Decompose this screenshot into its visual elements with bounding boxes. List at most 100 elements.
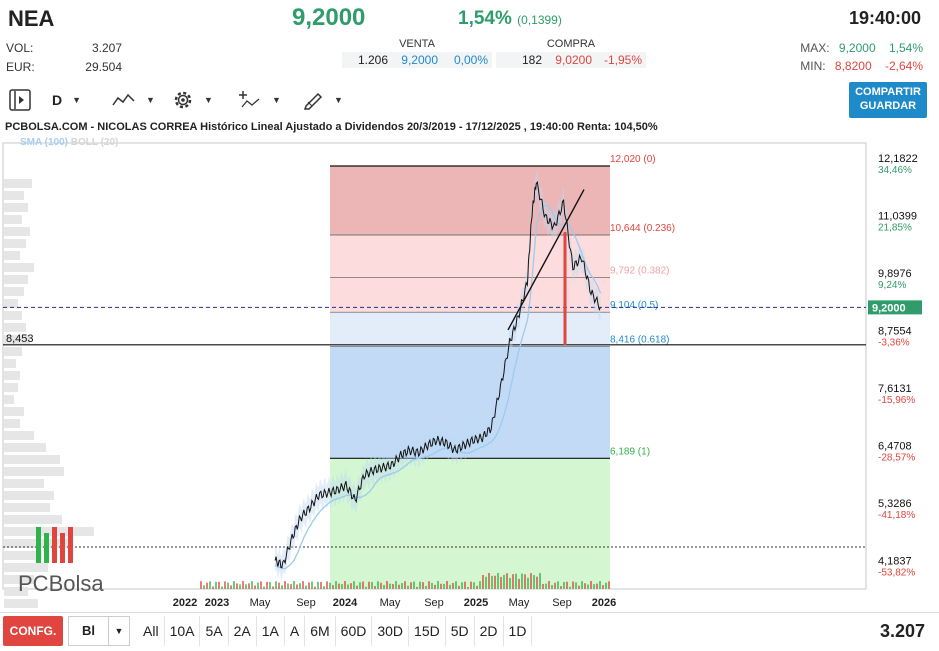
period-1d[interactable]: 1D [504, 616, 533, 646]
line-chart-icon [112, 93, 135, 106]
period-1a[interactable]: 1A [257, 616, 285, 646]
volume-bar [272, 586, 274, 589]
volume-bar [602, 585, 604, 589]
period-2d[interactable]: 2D [475, 616, 504, 646]
logo-candle [36, 527, 41, 563]
volume-bar [365, 586, 367, 589]
volume-bar [491, 575, 493, 589]
volume-bar [410, 582, 412, 589]
volume-bar [245, 584, 247, 589]
fib-zone [330, 458, 610, 589]
volume-bar [302, 581, 304, 589]
volume-profile-bar [4, 455, 60, 464]
boll-legend[interactable]: BOLL (20) [70, 137, 119, 148]
volume-bar [392, 583, 394, 589]
eur-value: 29.504 [85, 60, 122, 74]
logo-candle [60, 533, 65, 563]
volume-profile-bar [4, 491, 54, 500]
volume-bar [278, 582, 280, 589]
volume-profile-bar [4, 407, 24, 416]
volume-profile-bar [4, 479, 44, 488]
volume-bar [260, 581, 262, 589]
volume-bar [440, 583, 442, 589]
volume-profile-bar [4, 563, 48, 572]
fib-level-label: 9,104 (0.5) [610, 300, 658, 311]
volume-profile-bar [4, 551, 42, 560]
bottom-bar: CONFG. Bl ▼ All 10A 5A 2A 1A A 6M 60D 30D 15D 5D 2D… [0, 612, 939, 648]
sell-pct: 0,00% [453, 53, 488, 67]
volume-bar [554, 582, 556, 589]
config-button[interactable]: CONFG. [3, 616, 63, 646]
pct-tick-label: 21,85% [878, 223, 912, 234]
indicators-button[interactable]: ▼ [238, 88, 281, 112]
x-tick-label: 2024 [333, 597, 358, 609]
pcbolsa-logo-icon [36, 527, 73, 563]
period-a[interactable]: A [285, 616, 306, 646]
period-6m[interactable]: 6M [305, 616, 336, 646]
share-save-button[interactable]: COMPARTIR GUARDAR [849, 82, 927, 118]
volume-bar [353, 581, 355, 589]
chevron-down-icon: ▼ [146, 95, 155, 105]
volume-bar [569, 586, 571, 589]
volume-bar [395, 581, 397, 589]
volume-bar [464, 581, 466, 589]
volume-bar [251, 581, 253, 589]
pct-tick-label: -3,36% [878, 338, 910, 349]
volume-bars [200, 573, 610, 589]
chevron-down-icon: ▼ [72, 95, 82, 105]
period-30d[interactable]: 30D [372, 616, 410, 646]
pct-tick-label: 34,46% [878, 165, 912, 176]
volume-bar [230, 585, 232, 589]
period-all[interactable]: All [138, 616, 165, 646]
volume-profile-bar [4, 203, 28, 212]
volume-bar [257, 582, 259, 589]
toggle-panel-button[interactable] [8, 88, 32, 112]
volume-bar [416, 586, 418, 589]
period-5d[interactable]: 5D [446, 616, 475, 646]
period-2a[interactable]: 2A [229, 616, 257, 646]
volume-bar [572, 581, 574, 589]
last-price: 9,2000 [292, 4, 366, 31]
last-price-tag-label: 9,2000 [872, 302, 906, 314]
volume-bar [428, 581, 430, 589]
period-10a[interactable]: 10A [165, 616, 201, 646]
volume-bar [269, 581, 271, 589]
chart-type-select[interactable]: Bl ▼ [68, 616, 130, 646]
x-tick-label: 2026 [592, 597, 616, 609]
panel-toggle-icon [9, 89, 31, 111]
price-change: 1,54% (0,1399) [458, 8, 562, 30]
volume-bar [227, 582, 229, 589]
volume-bar [281, 585, 283, 589]
volume-bar [233, 581, 235, 589]
period-5a[interactable]: 5A [200, 616, 229, 646]
volume-bar [461, 582, 463, 589]
volume-profile-bar [4, 179, 32, 188]
volume-bar [605, 582, 607, 589]
volume-profile-bar [4, 359, 16, 368]
volume-bar [419, 581, 421, 589]
volume-bar [422, 582, 424, 589]
volume-bar [236, 583, 238, 589]
volume-bar [548, 581, 550, 589]
period-60d[interactable]: 60D [336, 616, 373, 646]
drawing-tools-button[interactable]: ▼ [302, 88, 343, 112]
volume-bar [479, 581, 481, 589]
share-label: COMPARTIR [855, 86, 921, 98]
period-selector[interactable]: D ▼ [52, 88, 81, 112]
settings-button[interactable]: ▼ [172, 88, 213, 112]
price-chart[interactable]: 12,020 (0) 10,644 (0.236) 9,792 (0.382) 9,1… [0, 119, 939, 612]
volume-profile-bar [4, 347, 22, 356]
sma-legend[interactable]: SMA (100) [20, 137, 68, 148]
eur-label: EUR: [6, 60, 35, 74]
logo-candle [68, 527, 73, 563]
buy-qty: 182 [521, 53, 542, 67]
volume-bar [536, 576, 538, 589]
period-15d[interactable]: 15D [409, 616, 446, 646]
volume-bar [458, 585, 460, 589]
volume-bar [563, 582, 565, 589]
sma-line [274, 204, 602, 570]
volume-profile-bar [4, 239, 26, 248]
chart-style-button[interactable]: ▼ [112, 88, 155, 112]
volume-bar [206, 582, 208, 589]
volume-profile-bar [4, 467, 64, 476]
